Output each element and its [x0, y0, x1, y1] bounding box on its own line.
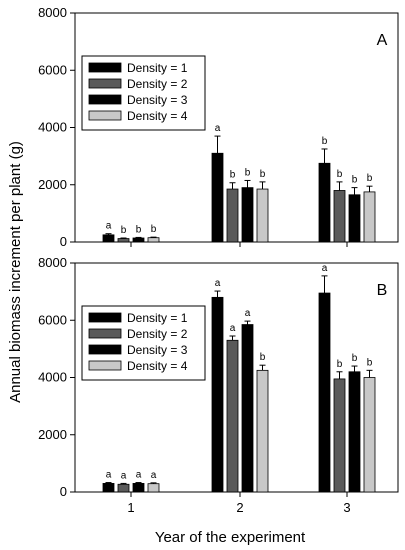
panel-label: A	[377, 32, 388, 49]
significance-letter: a	[151, 470, 157, 481]
bar	[241, 187, 254, 243]
y-axis-label: Annual biomass increment per plant (g)	[7, 141, 24, 403]
bar	[117, 483, 130, 493]
bar	[241, 324, 254, 493]
x-tick-label: 3	[343, 500, 350, 515]
bar	[211, 296, 224, 493]
legend-label: Density = 3	[127, 93, 188, 107]
bar	[211, 152, 224, 243]
x-tick-label: 2	[236, 500, 243, 515]
y-tick-label: 6000	[38, 62, 67, 77]
bar	[102, 483, 115, 493]
bar	[102, 234, 115, 243]
significance-letter: b	[367, 357, 373, 368]
legend-label: Density = 4	[127, 359, 188, 373]
bar	[333, 378, 346, 493]
significance-letter: b	[260, 169, 266, 180]
bar	[333, 190, 346, 243]
significance-letter: b	[337, 169, 343, 180]
bar	[318, 292, 331, 493]
bar	[318, 162, 331, 243]
y-tick-label: 4000	[38, 370, 67, 385]
significance-letter: b	[136, 224, 142, 235]
legend-swatch	[88, 312, 122, 323]
legend-swatch	[88, 360, 122, 371]
legend-swatch	[88, 344, 122, 355]
significance-letter: a	[106, 221, 112, 232]
legend-swatch	[88, 94, 122, 105]
significance-letter: b	[337, 359, 343, 370]
significance-letter: b	[352, 353, 358, 364]
significance-letter: b	[367, 173, 373, 184]
y-tick-label: 0	[60, 234, 67, 249]
bar	[132, 483, 145, 493]
y-tick-label: 8000	[38, 5, 67, 20]
x-tick-label: 1	[127, 500, 134, 515]
significance-letter: a	[106, 470, 112, 481]
legend-label: Density = 2	[127, 77, 188, 91]
bar	[147, 483, 160, 493]
significance-letter: a	[136, 470, 142, 481]
bar	[348, 194, 361, 243]
bar	[256, 188, 269, 243]
bar	[226, 188, 239, 243]
panel-label: B	[377, 282, 388, 299]
y-tick-label: 4000	[38, 120, 67, 135]
legend-label: Density = 4	[127, 109, 188, 123]
legend-swatch	[88, 110, 122, 121]
legend-label: Density = 1	[127, 61, 188, 75]
legend-swatch	[88, 78, 122, 89]
significance-letter: a	[245, 308, 251, 319]
significance-letter: a	[215, 123, 221, 134]
y-tick-label: 0	[60, 484, 67, 499]
significance-letter: a	[215, 278, 221, 289]
y-tick-label: 6000	[38, 312, 67, 327]
y-tick-label: 8000	[38, 255, 67, 270]
bar	[132, 237, 145, 243]
significance-letter: b	[230, 170, 236, 181]
bar	[348, 371, 361, 493]
bar	[363, 191, 376, 243]
bar	[147, 237, 160, 243]
x-axis-label: Year of the experiment	[155, 529, 306, 546]
significance-letter: a	[121, 470, 127, 481]
bar	[363, 377, 376, 493]
significance-letter: a	[322, 263, 328, 274]
significance-letter: b	[322, 136, 328, 147]
significance-letter: b	[352, 175, 358, 186]
significance-letter: a	[230, 323, 236, 334]
y-tick-label: 2000	[38, 427, 67, 442]
bar	[117, 238, 130, 243]
significance-letter: b	[260, 352, 266, 363]
legend-swatch	[88, 62, 122, 73]
significance-letter: b	[151, 224, 157, 235]
bar	[256, 369, 269, 493]
y-tick-label: 2000	[38, 177, 67, 192]
legend-label: Density = 3	[127, 343, 188, 357]
bar	[226, 339, 239, 493]
significance-letter: b	[245, 167, 251, 178]
legend-label: Density = 2	[127, 327, 188, 341]
legend-swatch	[88, 328, 122, 339]
legend-label: Density = 1	[127, 311, 188, 325]
significance-letter: b	[121, 225, 127, 236]
